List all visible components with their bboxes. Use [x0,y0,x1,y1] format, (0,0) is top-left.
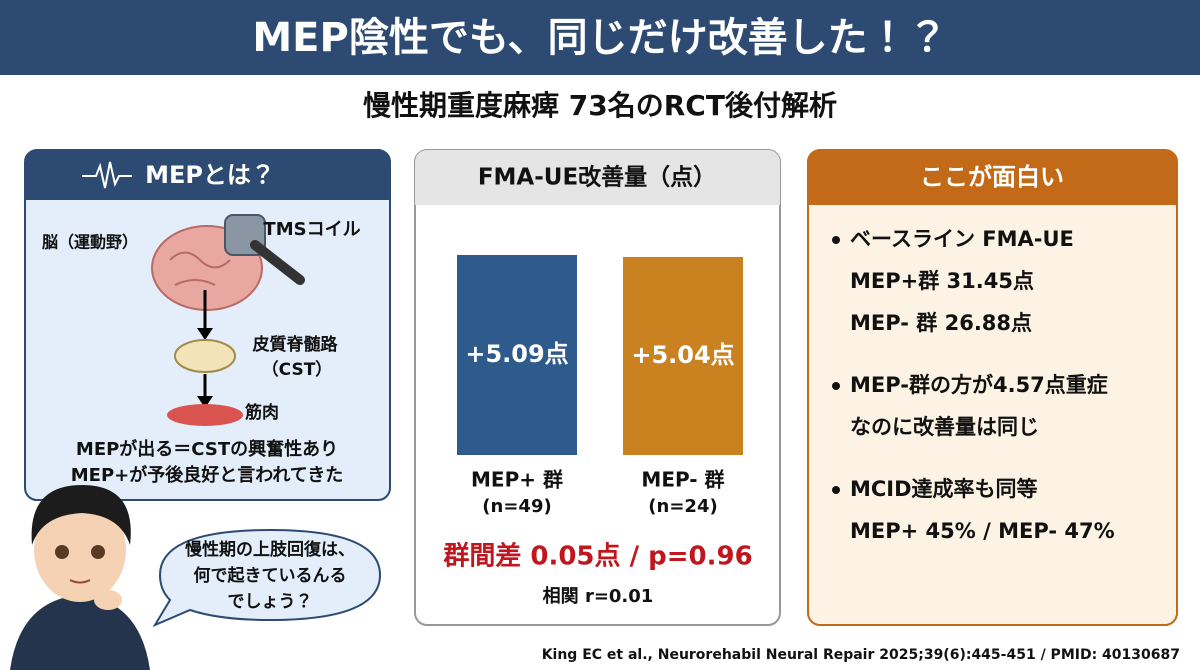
coil-label: TMSコイル [263,219,360,240]
bullet-dot [832,486,840,494]
speech-text: 何で起きているんる [194,565,347,586]
bullet-text: MEP-群の方が4.57点重症 [850,373,1108,397]
note: MEP+が予後良好と言われてきた [71,464,344,486]
header-band [0,0,1200,75]
muscle-icon [167,404,243,426]
left-panel-title: MEPとは？ [145,161,275,189]
coil-handle [250,240,305,285]
bullet-dot [832,382,840,390]
spine-icon [174,339,236,373]
cst-label: 皮質脊髄路 [253,334,339,355]
subtitle: 慢性期重度麻痺 73名のRCT後付解析 [363,89,837,122]
citation: King EC et al., Neurorehabil Neural Repa… [542,647,1180,663]
bullet-dot [832,236,840,244]
bar [623,256,743,455]
bar [457,255,577,455]
cst-label: （CST） [262,359,333,380]
speech-bubble [152,528,382,628]
muscle-label: 筋肉 [244,402,279,423]
bullet-text: MCID達成率も同等 [850,477,1038,501]
arrow-head [197,396,213,408]
chart-title: FMA-UE改善量（点） [478,164,716,191]
note: MEPが出る＝CSTの興奮性あり [76,438,338,460]
speech-text: 慢性期の上肢回復は、 [185,539,355,560]
value-label: +5.09点 [465,340,568,368]
bullet-text: MEP+群 31.45点 [850,269,1034,293]
bullet-text: ベースライン FMA-UE [850,227,1074,251]
title: MEP陰性でも、同じだけ改善した！？ [252,15,947,61]
character [10,485,150,670]
stat-difference: 群間差 0.05点 / p=0.96 [442,541,752,572]
left-panel-header [25,150,390,200]
stat-correlation: 相関 r=0.01 [543,586,654,607]
category-note: (n=24) [648,496,717,517]
bullet-text: MEP+ 45% / MEP- 47% [850,519,1115,543]
value-label: +5.04点 [631,341,734,369]
bullet-text: なのに改善量は同じ [850,415,1039,439]
category-label: MEP+ 群 [471,468,563,492]
bar-group: +5.09点 MEP+ 群 (n=49) +5.04点 MEP- 群 (n=24) [457,255,743,517]
right-panel-header [808,150,1177,205]
category-label: MEP- 群 [641,468,724,492]
wave-icon [82,161,132,189]
brain-label: 脳（運動野） [42,233,138,252]
arrow-head [197,328,213,340]
speech-text: でしょう？ [228,592,313,612]
right-panel-title: ここが面白い [920,163,1064,191]
bullet-list: ベースライン FMA-UE MEP+群 31.45点 MEP- 群 26.88点 ME… [832,227,1115,543]
center-panel-header [415,150,780,205]
bullet-text: MEP- 群 26.88点 [850,311,1032,335]
brain-folds [169,251,231,286]
category-note: (n=49) [482,496,551,517]
